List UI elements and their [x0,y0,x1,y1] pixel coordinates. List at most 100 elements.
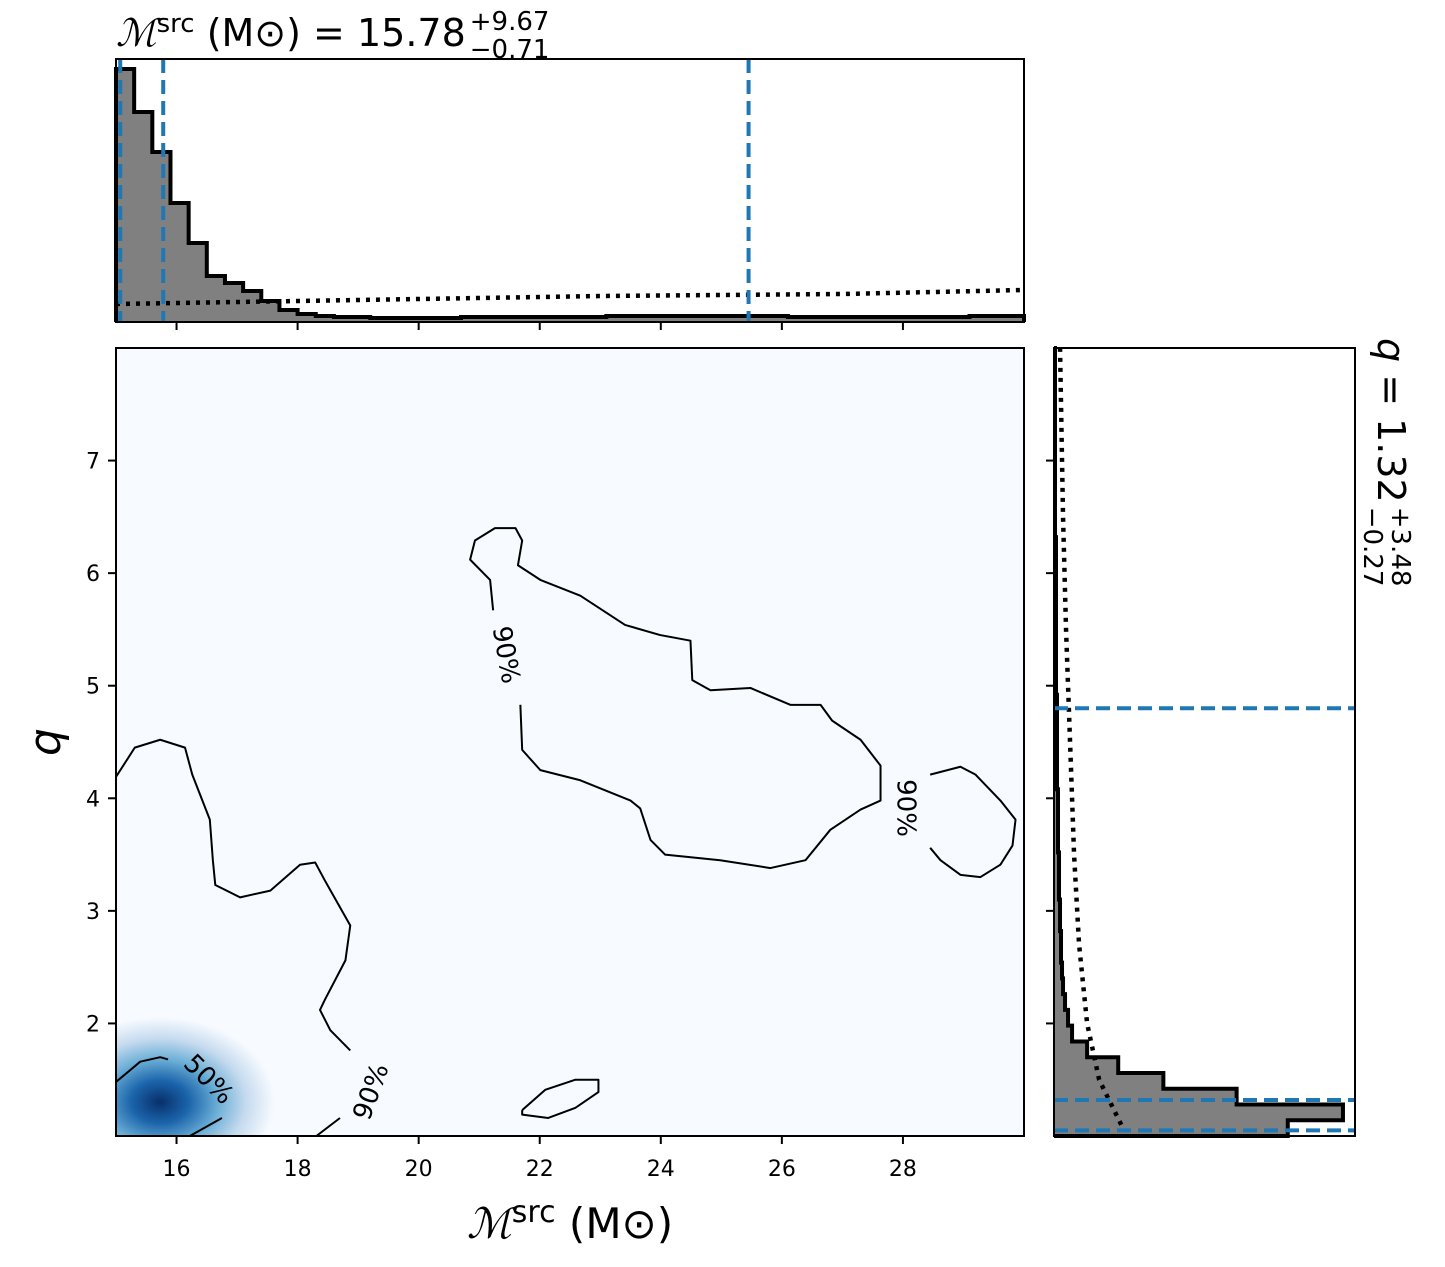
top-panel-frame [115,58,1025,323]
label-superscript: src [512,1195,556,1230]
hist-bar [261,301,280,322]
hist-bar [606,316,625,322]
x-tick-label: 18 [284,1157,312,1182]
hist-bar [1054,883,1060,901]
x-tick-label: 28 [889,1157,917,1182]
hist-outline [1053,346,1345,1138]
y-tick-label: 4 [86,787,100,812]
hist-bar [188,243,208,322]
y-tick-label: 2 [86,1012,100,1037]
hist-bar [806,317,825,322]
hist-bar [915,317,934,322]
hist-bar [224,283,244,322]
hist-bar [1054,1025,1073,1042]
x-axis-label: ℳsrc (M⊙) [467,1195,673,1248]
prior-line [115,287,1025,307]
hist-bar [1054,789,1059,806]
hist-bar [896,317,916,322]
contour-line [469,527,882,870]
hist-bar [170,203,190,322]
x-tick-label: 16 [163,1157,191,1182]
hist-bar [333,317,353,322]
title-symbol: ℳ [116,11,162,55]
hist-bar [352,317,371,322]
contour-line [521,1078,600,1119]
hist-bar [1054,1009,1069,1027]
right-title: q = 1.32 [1369,338,1413,503]
hist-bar [1054,805,1059,822]
hist-bar [479,317,498,322]
hist-bar [1054,915,1061,932]
hist-bar [624,316,644,322]
hist-bar [660,316,680,322]
hist-bar [1054,820,1059,838]
y-tick-label: 7 [86,450,100,475]
title-plus: +3.48 [1385,507,1415,587]
hist-bar [461,317,480,322]
hist-bar [878,317,898,322]
hist-bar [697,316,716,322]
hist-bar [787,317,807,322]
hist-bar [1054,946,1062,964]
y-tick-label: 5 [86,675,100,700]
right-panel-frame [1053,347,1356,1137]
hist-bar [297,314,317,322]
hist-outline [114,67,1026,322]
label-symbol: ℳ [467,1199,518,1248]
hist-bar [1054,1088,1237,1105]
title-plus: +9.67 [470,7,550,37]
title-text: (M⊙) = 15.78 [195,11,466,55]
hist-bar [842,317,862,322]
hist-bar [1054,931,1062,948]
hist-bar [1054,962,1063,979]
hist-bar [1054,978,1064,995]
hist-bar [715,316,734,322]
density-peak-group [116,1017,275,1136]
contour-label: 90% [891,779,921,837]
hist-bar [570,317,589,322]
hist-bar [987,316,1007,322]
hist-bar [678,316,698,322]
hist-bar [969,316,989,322]
hist-bar [206,276,226,322]
hist-bar [1054,994,1066,1011]
top-title: ℳsrc (M⊙) = 15.78 [116,9,466,55]
hist-bar [1054,836,1059,853]
hist-bar [951,317,971,322]
hist-bar [1054,899,1061,916]
x-tick-label: 26 [768,1157,796,1182]
hist-bar [279,310,299,322]
title-superscript: src [157,9,195,39]
title-symbol: q [1369,338,1413,362]
hist-bar [1054,1057,1119,1074]
hist-bar [134,112,153,322]
hist-bar [1005,316,1025,322]
label-text: (M⊙) [556,1199,674,1248]
x-tick-label: 24 [647,1157,675,1182]
density-peak [116,1017,275,1136]
hist-bar [515,317,535,322]
x-tick-label: 22 [526,1157,554,1182]
hist-bar [588,317,607,322]
hist-bar [497,317,517,322]
hist-bar [1054,1041,1088,1058]
contour-line [929,765,1017,879]
hist-bar [551,317,571,322]
hist-bar [933,317,952,322]
main-panel-frame [115,347,1025,1137]
hist-bar [243,291,262,322]
hist-bar [533,317,553,322]
y-tick-label: 6 [86,562,100,587]
hist-bar [751,316,771,322]
density-background [116,348,1024,1136]
title-text: = 1.32 [1369,362,1413,503]
hist-bar [1054,868,1060,885]
hist-bar [642,316,662,322]
y-tick-label: 3 [86,900,100,925]
right-title-group: q = 1.32 +3.48 −0.27 [1357,338,1415,586]
hist-bar [315,316,335,322]
title-minus: −0.71 [470,35,550,65]
y-axis-label: q [20,728,71,756]
hist-bar [860,317,880,322]
